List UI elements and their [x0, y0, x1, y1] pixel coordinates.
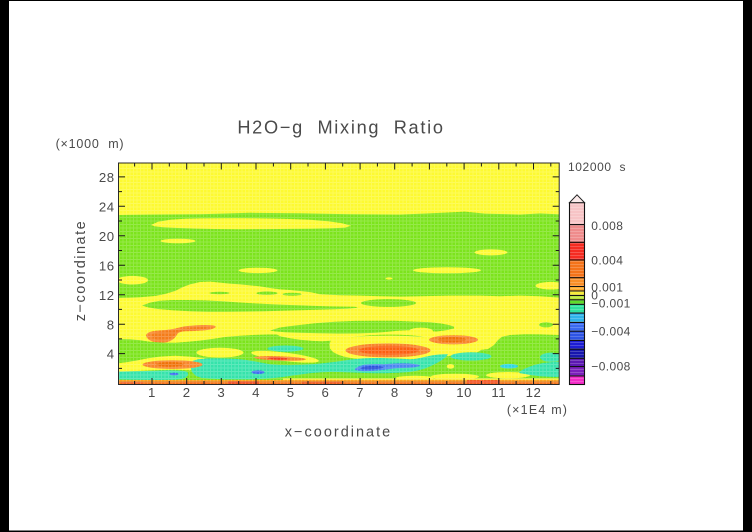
svg-text:24: 24 [99, 199, 115, 214]
svg-text:1: 1 [148, 385, 156, 400]
svg-text:4: 4 [107, 347, 115, 362]
svg-text:7: 7 [356, 385, 364, 400]
svg-text:0.004: 0.004 [591, 254, 623, 268]
svg-text:5: 5 [287, 385, 295, 400]
svg-text:102000 s: 102000 s [568, 160, 626, 174]
svg-text:2: 2 [183, 385, 191, 400]
svg-text:(×1E4 m): (×1E4 m) [507, 403, 568, 417]
svg-text:H2O−g Mixing Ratio: H2O−g Mixing Ratio [237, 118, 444, 138]
svg-text:16: 16 [99, 258, 115, 273]
svg-text:−0.008: −0.008 [591, 360, 630, 374]
svg-text:(×1000 m): (×1000 m) [56, 137, 125, 151]
svg-text:20: 20 [99, 229, 115, 244]
svg-text:12: 12 [526, 385, 542, 400]
svg-text:11: 11 [491, 385, 506, 400]
svg-text:28: 28 [99, 170, 115, 185]
svg-text:−0.001: −0.001 [591, 297, 630, 311]
svg-text:0: 0 [591, 288, 598, 302]
svg-text:8: 8 [391, 385, 399, 400]
svg-text:−0.004: −0.004 [591, 325, 630, 339]
svg-text:4: 4 [252, 385, 260, 400]
svg-text:x−coordinate: x−coordinate [285, 425, 392, 441]
svg-text:z−coordinate: z−coordinate [73, 220, 89, 321]
svg-text:6: 6 [321, 385, 329, 400]
svg-text:9: 9 [425, 385, 433, 400]
svg-text:0.008: 0.008 [591, 219, 623, 233]
svg-text:0.001: 0.001 [591, 280, 623, 294]
svg-text:3: 3 [217, 385, 225, 400]
svg-text:8: 8 [107, 317, 115, 332]
svg-text:10: 10 [456, 385, 472, 400]
svg-text:12: 12 [99, 288, 115, 303]
